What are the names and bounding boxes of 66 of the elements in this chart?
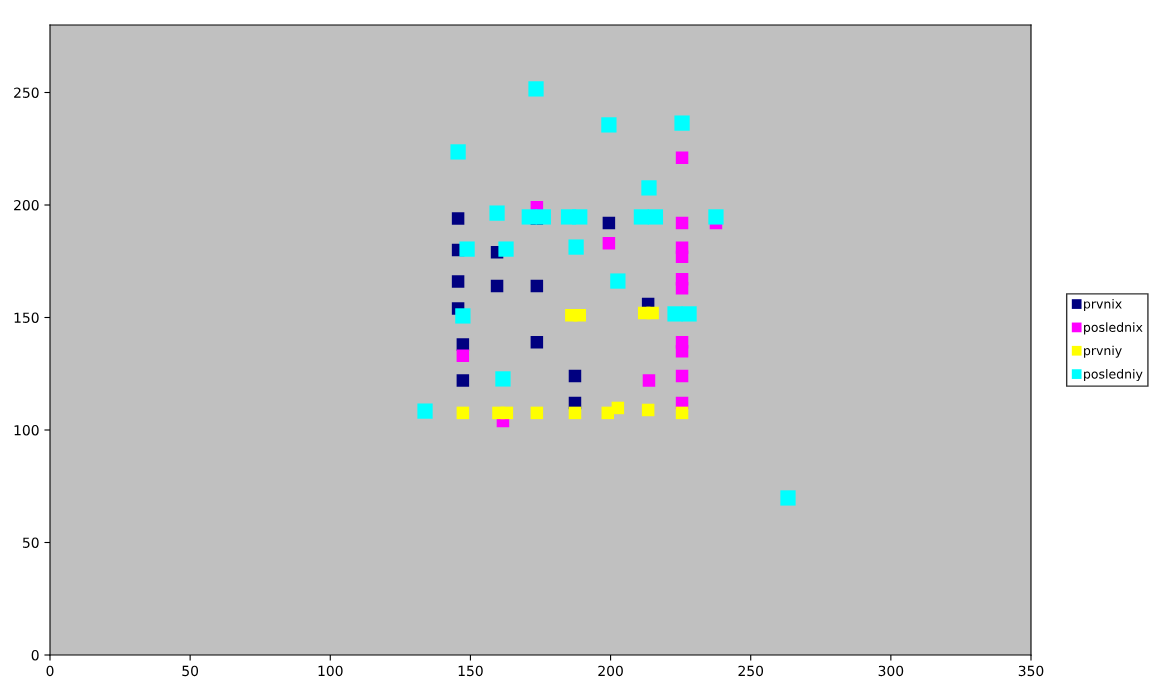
y-tick-label: 250 xyxy=(14,87,39,98)
point xyxy=(780,490,796,506)
point xyxy=(528,81,544,97)
point xyxy=(490,279,504,293)
point xyxy=(417,403,433,419)
point xyxy=(675,369,689,383)
x-tick-label: 200 xyxy=(598,665,623,677)
legend-label: prvnix xyxy=(1084,298,1122,312)
y-tick-label: 150 xyxy=(14,312,39,323)
x-tick-label: 50 xyxy=(182,665,199,677)
point xyxy=(498,241,514,257)
point xyxy=(530,279,544,293)
y-tick-label: 50 xyxy=(22,537,39,548)
point xyxy=(568,406,582,420)
point xyxy=(675,345,689,358)
x-tick-label: 250 xyxy=(738,665,764,677)
point xyxy=(451,275,465,288)
y-tick-label: 0 xyxy=(31,649,39,661)
point xyxy=(708,209,724,225)
point xyxy=(642,374,656,387)
legend-label: posledniy xyxy=(1084,368,1143,382)
point xyxy=(530,336,544,349)
point xyxy=(674,115,690,131)
point xyxy=(611,401,625,415)
y-tick-label: 200 xyxy=(14,199,39,211)
point xyxy=(601,117,617,133)
point xyxy=(459,241,475,257)
point xyxy=(451,212,465,225)
point xyxy=(641,403,655,417)
point xyxy=(568,369,582,383)
point xyxy=(568,239,584,255)
point xyxy=(456,338,470,351)
point xyxy=(489,205,505,221)
point xyxy=(641,180,657,196)
point xyxy=(456,374,470,387)
point xyxy=(495,371,511,387)
point xyxy=(530,406,544,420)
point xyxy=(500,406,514,420)
x-tick-label: 300 xyxy=(878,665,904,677)
point xyxy=(675,151,689,164)
point xyxy=(455,308,471,324)
point xyxy=(633,209,650,225)
legend-label: prvniy xyxy=(1084,345,1122,358)
point xyxy=(646,306,659,320)
x-tick-label: 0 xyxy=(46,665,54,677)
x-tick-label: 150 xyxy=(458,665,483,677)
point xyxy=(521,209,537,225)
point xyxy=(572,209,588,225)
point xyxy=(610,273,626,289)
point xyxy=(675,216,689,230)
legend-label: poslednix xyxy=(1084,322,1143,335)
point xyxy=(602,216,616,230)
point xyxy=(647,209,664,225)
point xyxy=(450,144,466,160)
x-tick-label: 100 xyxy=(318,665,343,677)
point xyxy=(535,209,551,225)
point xyxy=(456,349,470,362)
point xyxy=(456,406,470,420)
point xyxy=(675,282,689,295)
point xyxy=(681,306,697,322)
point xyxy=(675,250,689,263)
point xyxy=(675,406,689,420)
point xyxy=(602,237,616,250)
point xyxy=(573,309,586,322)
x-tick-label: 350 xyxy=(1018,665,1044,677)
y-tick-label: 100 xyxy=(14,424,39,436)
